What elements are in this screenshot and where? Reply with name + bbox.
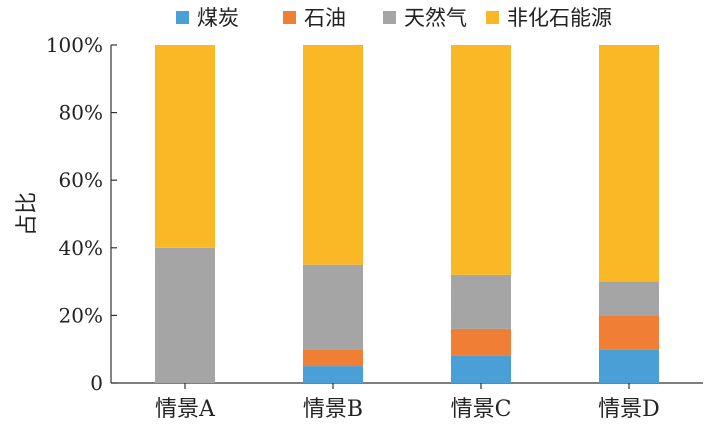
legend-swatch — [486, 10, 499, 24]
bar-segment — [451, 274, 511, 329]
x-tick-label: 情景C — [451, 397, 512, 422]
legend-label: 煤炭 — [197, 6, 239, 30]
legend-label: 天然气 — [404, 6, 467, 30]
legend-swatch — [383, 10, 396, 24]
y-tick-label: 20% — [59, 303, 103, 327]
y-tick-label: 100% — [46, 33, 103, 57]
bar-segment — [155, 45, 215, 248]
bar-segment — [451, 45, 511, 275]
x-tick-label: 情景D — [598, 397, 660, 422]
legend: 煤炭 石油 天然气 非化石能源 — [0, 0, 724, 34]
legend-label: 石油 — [304, 6, 346, 30]
legend-item-coal: 煤炭 — [176, 6, 239, 30]
bar-segment — [303, 366, 363, 383]
bar-segment — [451, 355, 511, 383]
bar-segment — [599, 281, 659, 316]
legend-item-nonfossil: 非化石能源 — [486, 6, 612, 30]
legend-swatch — [283, 10, 296, 24]
bar-segment — [451, 328, 511, 356]
bar-segment — [303, 349, 363, 367]
y-tick-label: 0 — [90, 371, 103, 395]
legend-item-gas: 天然气 — [383, 6, 467, 30]
bar-segment — [599, 315, 659, 350]
legend-item-oil: 石油 — [283, 6, 346, 30]
bar-segment — [599, 349, 659, 383]
y-tick-label: 80% — [59, 101, 103, 125]
x-tick-label: 情景B — [303, 397, 363, 422]
bar-segment — [303, 264, 363, 350]
y-axis-title: 占比 — [15, 192, 40, 236]
bar-segment — [599, 45, 659, 282]
x-tick-label: 情景A — [155, 397, 216, 422]
y-tick-label: 40% — [59, 236, 103, 260]
bar-segment — [155, 247, 215, 383]
y-tick-label: 60% — [59, 168, 103, 192]
legend-label: 非化石能源 — [507, 6, 612, 30]
bar-segment — [303, 45, 363, 265]
legend-swatch — [176, 10, 189, 24]
